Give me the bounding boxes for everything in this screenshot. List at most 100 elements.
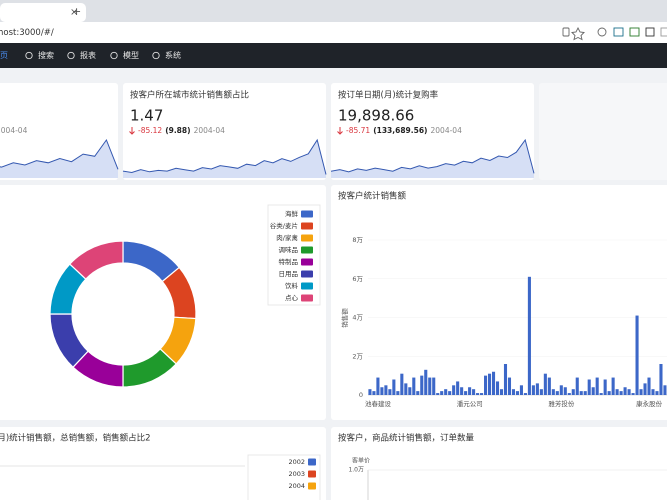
- bar: [460, 387, 464, 395]
- y-tick-label: 6万: [352, 275, 363, 283]
- kpi-date: 2004-04: [0, 126, 28, 135]
- nav-icon: [110, 51, 118, 60]
- bar: [539, 389, 543, 395]
- legend-swatch: [301, 222, 313, 230]
- bar: [440, 391, 444, 395]
- nav-item[interactable]: 系统: [165, 50, 181, 60]
- bar: [655, 391, 659, 395]
- bar: [579, 391, 583, 395]
- bar: [468, 387, 472, 395]
- new-tab[interactable]: +: [72, 5, 81, 18]
- bar: [643, 383, 647, 395]
- bar: [631, 393, 635, 395]
- chart-card: [331, 185, 667, 420]
- bar: [432, 377, 436, 395]
- kpi-group: 2004-04 按客户所在城市统计销售额占比 1.47-85.12(9.88) 200…: [0, 90, 535, 178]
- legend-label: 2002: [288, 458, 305, 466]
- bar: [519, 385, 523, 395]
- nav-items: 首页 搜索 报表 模型 系统: [0, 50, 181, 60]
- legend-label: 特制品: [279, 257, 299, 266]
- bar: [448, 391, 452, 395]
- bar: [607, 391, 611, 395]
- bar: [559, 385, 563, 395]
- kpi-card: [123, 83, 326, 180]
- bar: [472, 389, 476, 395]
- url[interactable]: host:3000/#/: [0, 28, 54, 38]
- nav-item[interactable]: 报表: [80, 50, 96, 60]
- nav-bar: [0, 43, 667, 68]
- bar: [663, 385, 667, 395]
- bar: [543, 373, 547, 395]
- kpi-base: (133,689.56): [373, 126, 427, 135]
- legend-swatch: [308, 470, 316, 478]
- y-tick-label: 8万: [352, 236, 363, 244]
- down-arrow: [337, 127, 343, 135]
- nav-item[interactable]: 模型: [123, 50, 139, 60]
- legend-swatch: [301, 258, 313, 266]
- bar: [384, 385, 388, 395]
- bar: [611, 377, 615, 395]
- x-tick-label: 池春建设: [365, 399, 392, 408]
- y-tick-label: 0: [359, 391, 363, 399]
- kpi-title: 按客户所在城市统计销售额占比: [130, 90, 249, 101]
- tab-close[interactable]: ×: [70, 7, 78, 18]
- legend-swatch: [308, 458, 316, 466]
- tab-strip: [0, 0, 667, 22]
- bar: [619, 391, 623, 395]
- legend-swatch: [301, 270, 313, 278]
- bar: [507, 377, 512, 395]
- kpi-date: 2004-04: [431, 126, 463, 135]
- nav-item[interactable]: 搜索: [38, 50, 54, 60]
- bar: [456, 381, 460, 395]
- kpi-title: 按订单日期(月)统计复购率: [338, 90, 439, 101]
- bar: [583, 391, 587, 395]
- bar: [464, 391, 468, 395]
- kpi-delta-row: 2004-04: [0, 126, 28, 135]
- legend-label: 肉/家禽: [276, 233, 298, 242]
- kpi-card: [331, 83, 534, 180]
- kpi-value: 19,898.66: [338, 107, 414, 125]
- nav-item[interactable]: 首页: [0, 50, 8, 60]
- bar: [408, 387, 412, 395]
- kpi-date: 2004-04: [194, 126, 226, 135]
- bar: [388, 389, 392, 395]
- bar: [392, 379, 396, 395]
- bar: [476, 393, 480, 395]
- bar: [623, 387, 627, 395]
- bar: [523, 393, 527, 395]
- bar: [480, 393, 484, 395]
- bar: [420, 375, 424, 395]
- bar: [452, 385, 456, 395]
- bar: [615, 389, 619, 395]
- bar: [376, 377, 380, 395]
- legend-swatch: [301, 282, 313, 290]
- bar: [503, 364, 508, 395]
- bar: [416, 391, 420, 395]
- chart-title: 按客户统计销售额: [338, 191, 407, 202]
- bar: [412, 377, 416, 395]
- bar: [368, 389, 372, 395]
- bar: [567, 393, 571, 395]
- tab[interactable]: [0, 3, 86, 22]
- bar: [527, 276, 531, 395]
- kpi-delta: -85.12: [138, 126, 162, 135]
- legend-swatch: [301, 234, 313, 242]
- nav-icon: [67, 51, 75, 60]
- legend-swatch: [308, 482, 316, 490]
- bar: [547, 377, 551, 395]
- sparkline-area: [123, 140, 326, 178]
- legend-label: 调味品: [279, 245, 299, 254]
- legend-label: 海鲜: [285, 209, 299, 218]
- bar: [436, 393, 440, 395]
- legend-label: 点心: [285, 294, 299, 302]
- bar: [444, 389, 448, 395]
- bar: [484, 375, 488, 395]
- y-tick-label: 4万: [352, 314, 363, 322]
- bar: [495, 381, 500, 395]
- bar: [571, 389, 575, 395]
- bar: [627, 389, 631, 395]
- donut-segment: [68, 240, 124, 280]
- legend-box: [267, 204, 321, 306]
- bar: [535, 383, 539, 395]
